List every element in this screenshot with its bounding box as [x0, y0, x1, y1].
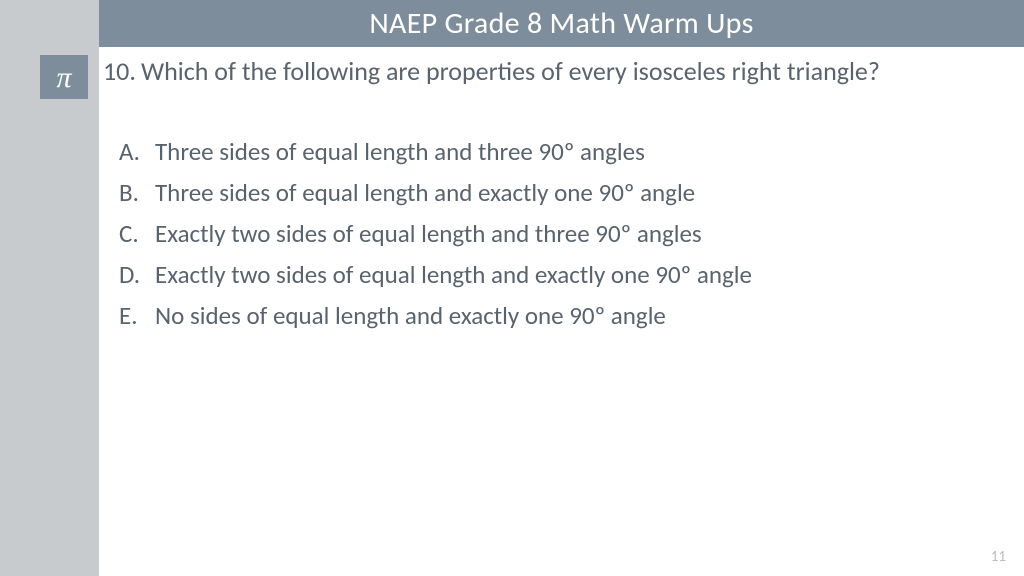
option-text: Exactly two sides of equal length and ex… [155, 259, 752, 290]
option-letter: C. [119, 218, 155, 249]
question-number: 10. [103, 55, 141, 88]
option-text: No sides of equal length and exactly one… [155, 300, 666, 331]
option-text: Exactly two sides of equal length and th… [155, 218, 702, 249]
option-letter: D. [119, 259, 155, 290]
option-letter: A. [119, 136, 155, 167]
option-row: C. Exactly two sides of equal length and… [119, 218, 1009, 249]
slide: NAEP Grade 8 Math Warm Ups π 10. Which o… [0, 0, 1024, 576]
option-letter: E. [119, 300, 155, 331]
pi-symbol: π [56, 60, 71, 95]
option-row: B. Three sides of equal length and exact… [119, 177, 1009, 208]
option-text: Three sides of equal length and three 90… [155, 136, 645, 167]
question-text: Which of the following are properties of… [141, 55, 880, 88]
option-row: D. Exactly two sides of equal length and… [119, 259, 1009, 290]
title-bar: NAEP Grade 8 Math Warm Ups [99, 0, 1024, 47]
options-list: A. Three sides of equal length and three… [99, 136, 1009, 331]
option-row: A. Three sides of equal length and three… [119, 136, 1009, 167]
option-row: E. No sides of equal length and exactly … [119, 300, 1009, 331]
option-letter: B. [119, 177, 155, 208]
page-number: 11 [991, 548, 1006, 566]
question-row: 10. Which of the following are propertie… [99, 55, 1009, 88]
option-text: Three sides of equal length and exactly … [155, 177, 695, 208]
pi-icon: π [40, 55, 88, 99]
content-area: 10. Which of the following are propertie… [99, 55, 1009, 341]
slide-title: NAEP Grade 8 Math Warm Ups [369, 5, 753, 42]
